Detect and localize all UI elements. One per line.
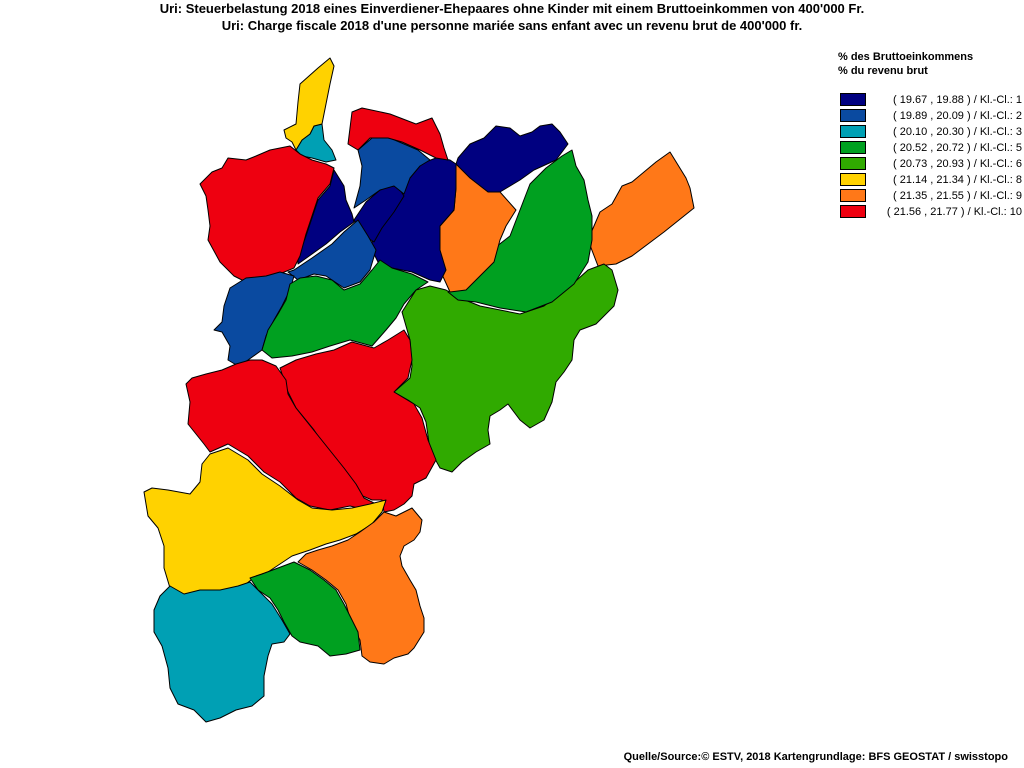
- legend-item: ( 20.73 , 20.93 ) / Kl.-Cl.: 6: [838, 156, 1024, 172]
- map-region[interactable]: [297, 507, 425, 665]
- legend-item: ( 20.52 , 20.72 ) / Kl.-Cl.: 5: [838, 140, 1024, 156]
- map-region[interactable]: [587, 151, 695, 267]
- legend-label: ( 20.52 , 20.72 ) / Kl.-Cl.: 5: [892, 142, 1022, 154]
- map-region[interactable]: [455, 123, 569, 193]
- legend-swatch: [840, 93, 866, 106]
- legend-swatch: [840, 205, 866, 218]
- legend-swatch: [840, 157, 866, 170]
- legend-item: ( 21.35 , 21.55 ) / Kl.-Cl.: 9: [838, 188, 1024, 204]
- legend-label: ( 21.14 , 21.34 ) / Kl.-Cl.: 8: [892, 174, 1022, 186]
- legend-label: ( 21.56 , 21.77 ) / Kl.-Cl.: 10: [886, 206, 1022, 218]
- map-region[interactable]: [249, 561, 361, 657]
- legend-swatch: [840, 109, 866, 122]
- legend: % des Bruttoeinkommens % du revenu brut …: [838, 50, 1024, 220]
- legend-label: ( 19.89 , 20.09 ) / Kl.-Cl.: 2: [892, 110, 1022, 122]
- legend-heading-fr: % du revenu brut: [838, 65, 928, 77]
- legend-item: ( 21.14 , 21.34 ) / Kl.-Cl.: 8: [838, 172, 1024, 188]
- legend-swatch: [840, 141, 866, 154]
- map-region[interactable]: [261, 259, 429, 359]
- map-region[interactable]: [199, 145, 335, 283]
- legend-label: ( 19.67 , 19.88 ) / Kl.-Cl.: 1: [892, 94, 1022, 106]
- map-region[interactable]: [283, 57, 335, 151]
- source-credit: Quelle/Source:© ESTV, 2018 Kartengrundla…: [623, 751, 1008, 763]
- map-region[interactable]: [185, 359, 381, 513]
- map-region[interactable]: [153, 581, 291, 723]
- legend-swatch: [840, 125, 866, 138]
- legend-label: ( 21.35 , 21.55 ) / Kl.-Cl.: 9: [892, 190, 1022, 202]
- legend-item: ( 19.67 , 19.88 ) / Kl.-Cl.: 1: [838, 92, 1024, 108]
- legend-list: ( 19.67 , 19.88 ) / Kl.-Cl.: 1 ( 19.89 ,…: [838, 92, 1024, 220]
- map-region[interactable]: [297, 169, 355, 265]
- legend-heading-de: % des Bruttoeinkommens: [838, 51, 974, 63]
- legend-item: ( 19.89 , 20.09 ) / Kl.-Cl.: 2: [838, 108, 1024, 124]
- map-title-fr: Uri: Charge fiscale 2018 d'une personne …: [221, 18, 803, 33]
- map-title-de: Uri: Steuerbelastung 2018 eines Einverdi…: [159, 1, 865, 16]
- legend-item: ( 21.56 , 21.77 ) / Kl.-Cl.: 10: [838, 204, 1024, 220]
- legend-swatch: [840, 173, 866, 186]
- legend-item: ( 20.10 , 20.30 ) / Kl.-Cl.: 3: [838, 124, 1024, 140]
- legend-label: ( 20.73 , 20.93 ) / Kl.-Cl.: 6: [892, 158, 1022, 170]
- legend-label: ( 20.10 , 20.30 ) / Kl.-Cl.: 3: [892, 126, 1022, 138]
- map-region[interactable]: [347, 107, 449, 161]
- legend-swatch: [840, 189, 866, 202]
